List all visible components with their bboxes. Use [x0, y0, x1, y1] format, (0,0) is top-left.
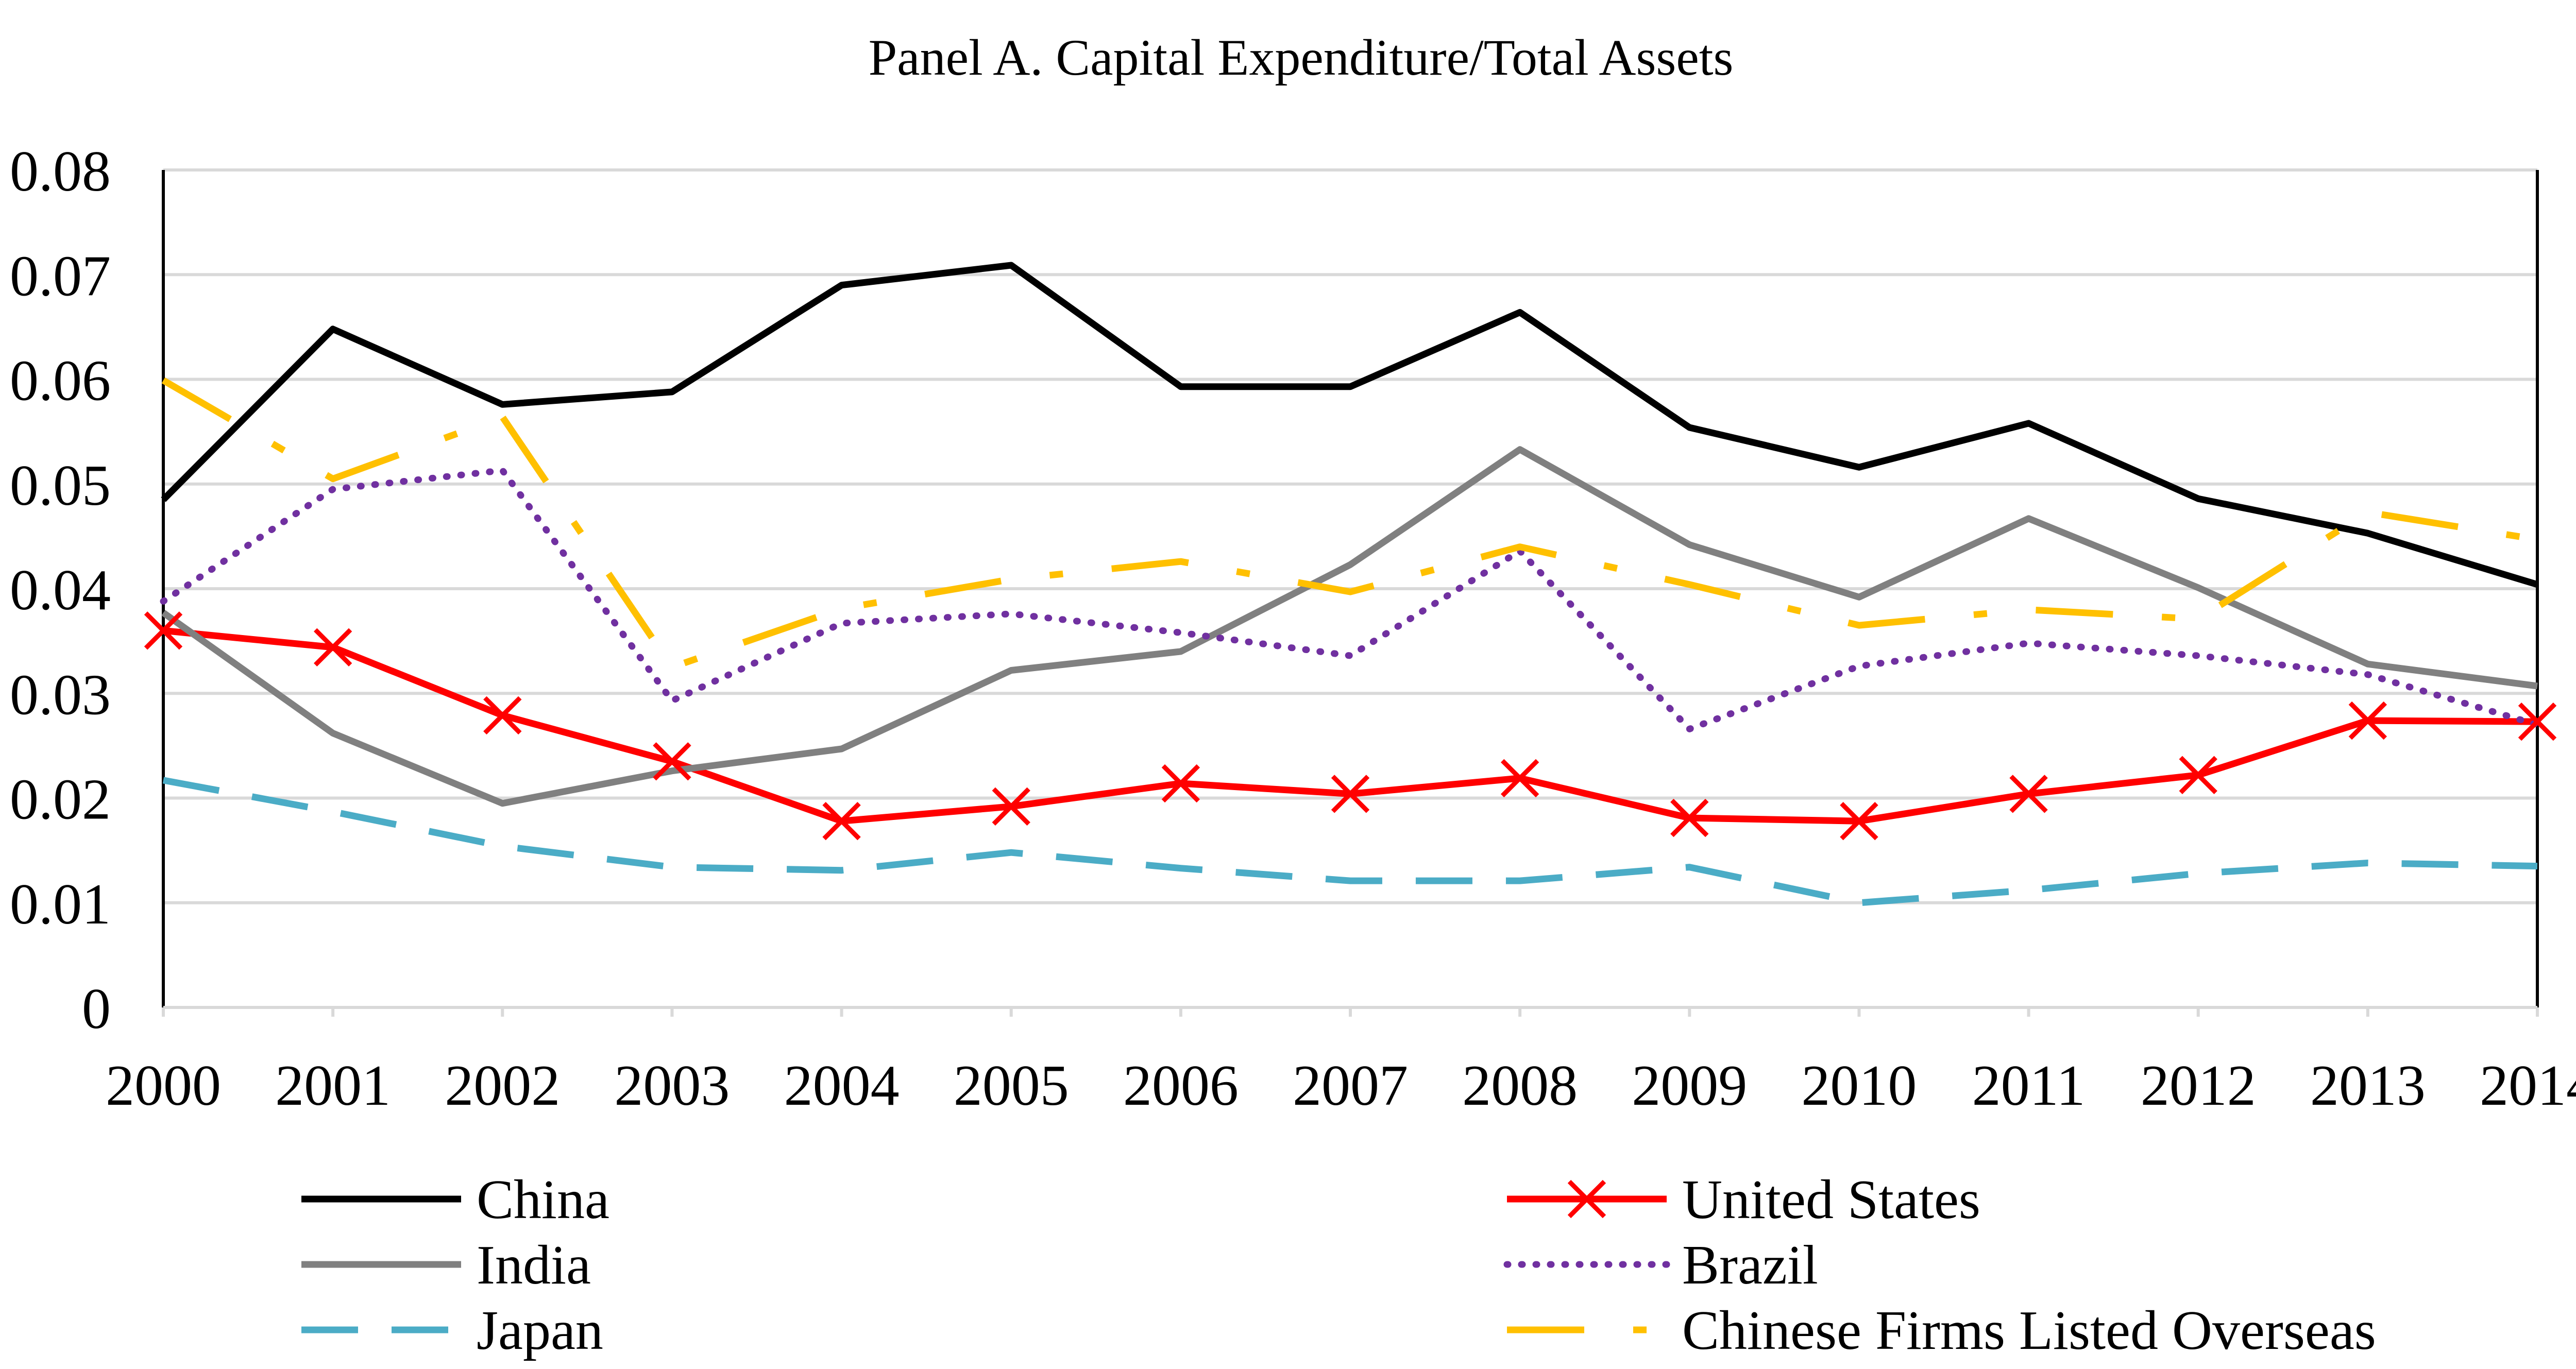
data-point-marker — [1670, 798, 1709, 837]
x-tick-label: 2006 — [1123, 1054, 1239, 1118]
x-tick-label: 2000 — [106, 1054, 221, 1118]
legend-label: Brazil — [1682, 1235, 1818, 1296]
x-tick-label: 2014 — [2480, 1054, 2576, 1118]
x-tick-label: 2011 — [1972, 1054, 2086, 1118]
data-point-marker — [1331, 775, 1370, 813]
y-tick-label: 0.01 — [10, 872, 111, 936]
series-line-india — [161, 446, 2538, 807]
legend-label: United States — [1682, 1169, 1980, 1230]
y-tick-label: 0.07 — [10, 244, 111, 308]
series-line-brazil — [160, 467, 2541, 732]
legend-item: Chinese Firms Listed Overseas — [1507, 1300, 2376, 1361]
x-tick-label: 2013 — [2310, 1054, 2426, 1118]
axes: 0 0.01 0.02 0.03 0.04 0.05 0.06 0.07 0.08 2000 200… — [10, 140, 2576, 1118]
data-point-marker — [2518, 702, 2557, 741]
legend: China United States India Brazil Japan Chines… — [301, 1169, 2376, 1361]
data-point-marker — [822, 802, 861, 841]
x-tick-label: 2004 — [784, 1054, 900, 1118]
x-tick-label: 2002 — [445, 1054, 560, 1118]
series-lines — [160, 262, 2541, 906]
legend-item: Brazil — [1503, 1235, 1818, 1296]
series-line-japan — [162, 777, 2538, 906]
y-tick-label: 0 — [82, 977, 111, 1041]
legend-label: Japan — [477, 1300, 603, 1361]
x-tick-label: 2009 — [1632, 1054, 1747, 1118]
x-tick-label: 2012 — [2141, 1054, 2256, 1118]
legend-label: India — [477, 1235, 591, 1296]
legend-item: Japan — [301, 1300, 603, 1361]
y-tick-label: 0.06 — [10, 349, 111, 413]
legend-label: China — [477, 1169, 609, 1230]
x-tick-label: 2007 — [1293, 1054, 1408, 1118]
y-tick-label: 0.05 — [10, 454, 111, 518]
series-line-chinese-firms-listed-overseas — [161, 377, 2538, 671]
x-tick-label: 2003 — [614, 1054, 730, 1118]
data-point-marker — [1500, 759, 1539, 798]
legend-marker — [1567, 1179, 1606, 1219]
data-point-marker — [144, 611, 183, 650]
x-tick-label: 2010 — [1801, 1054, 1917, 1118]
data-point-marker — [2348, 701, 2387, 740]
legend-item: China — [301, 1169, 609, 1230]
series-line-china — [161, 262, 2538, 588]
data-point-marker — [2009, 775, 2048, 813]
series-markers — [144, 611, 2557, 841]
x-tick-label: 2001 — [275, 1054, 391, 1118]
legend-label: Chinese Firms Listed Overseas — [1682, 1300, 2376, 1361]
y-tick-label: 0.08 — [10, 140, 111, 203]
data-point-marker — [992, 787, 1030, 826]
grid-lines — [163, 168, 2537, 904]
legend-item: India — [301, 1235, 591, 1296]
legend-item: United States — [1507, 1169, 1980, 1230]
chart-title: Panel A. Capital Expenditure/Total Asset… — [869, 29, 1734, 86]
data-point-marker — [2179, 756, 2217, 794]
data-point-marker — [483, 696, 522, 735]
y-tick-label: 0.02 — [10, 768, 111, 832]
data-point-marker — [1840, 802, 1878, 841]
x-tick-label: 2005 — [954, 1054, 1069, 1118]
x-tick-label: 2008 — [1462, 1054, 1578, 1118]
data-point-marker — [1161, 764, 1200, 803]
y-tick-label: 0.04 — [10, 558, 111, 622]
y-tick-label: 0.03 — [10, 663, 111, 727]
data-point-marker — [313, 628, 352, 667]
data-point-marker — [653, 742, 691, 781]
